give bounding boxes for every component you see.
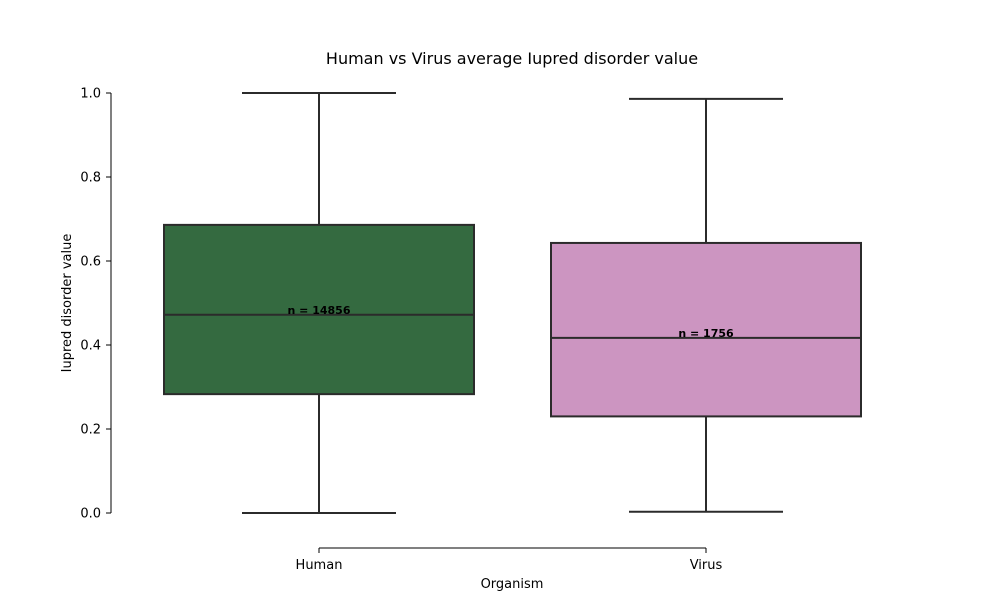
box-virus: n = 1756: [550, 97, 862, 513]
x-tick-label: Virus: [690, 558, 723, 573]
y-axis: 0.0 0.2 0.4 0.6 0.8 1.0: [80, 87, 112, 522]
y-tick-label: 0.8: [80, 171, 101, 186]
iqr-box: [163, 223, 475, 396]
x-tick-label: Human: [296, 558, 343, 573]
y-axis-label: Iupred disorder value: [60, 234, 75, 373]
y-tick-label: 0.4: [80, 339, 101, 354]
boxes-group: n = 14856 n = 1756: [163, 92, 862, 514]
y-tick-label: 0.6: [80, 255, 101, 270]
x-axis-label: Organism: [481, 577, 544, 592]
y-tick-label: 1.0: [80, 87, 101, 102]
box-human: n = 14856: [163, 92, 475, 514]
y-tick-label: 0.0: [80, 507, 101, 522]
iqr-box: [550, 241, 862, 418]
n-count-label: n = 1756: [678, 327, 734, 340]
n-count-label: n = 14856: [288, 304, 351, 317]
y-tick-label: 0.2: [80, 423, 101, 438]
x-axis: Human Virus: [296, 547, 723, 573]
chart-title: Human vs Virus average Iupred disorder v…: [326, 49, 698, 68]
